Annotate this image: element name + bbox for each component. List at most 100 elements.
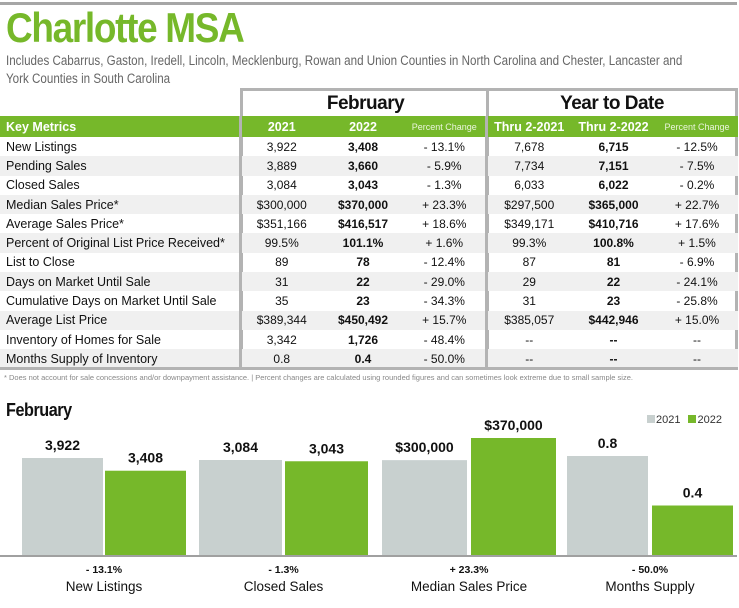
table-row: Average Sales Price* $351,166 $416,517 + 18… — [0, 214, 738, 234]
cell-feb-2022: 3,660 — [322, 156, 404, 176]
metric-name: List to Close — [6, 255, 75, 270]
footnote: * Does not account for sale concessions … — [4, 373, 633, 382]
col-header-ytd-2022: Thru 2-2022 — [571, 116, 656, 137]
cell-feb-percent-change: - 5.9% — [404, 156, 486, 176]
bar-value-label: $370,000 — [484, 417, 543, 433]
bar-2021-months-supply — [567, 456, 648, 555]
cell-ytd-percent-change: + 22.7% — [656, 194, 738, 215]
cell-ytd-2022: 6,715 — [598, 139, 629, 154]
cell-feb-2022: $370,000 — [322, 194, 404, 215]
percent-change-label: - 13.1% — [86, 564, 123, 576]
table-bottom-rule — [0, 367, 738, 370]
bar-2022-new-listings — [105, 470, 186, 555]
cell-ytd-percent-change: + 17.6% — [674, 216, 720, 231]
table-row: Inventory of Homes for Sale 3,342 1,726 - 4… — [0, 329, 738, 350]
cell-ytd-percent-change: - 24.1% — [656, 272, 738, 292]
cell-feb-percent-change: - 13.1% — [423, 139, 465, 154]
cell-feb-2022: 3,408 — [347, 139, 379, 154]
cell-feb-2022: 3,043 — [347, 178, 379, 193]
cell-feb-2022: 22 — [322, 272, 404, 292]
cell-ytd-2022: $365,000 — [571, 194, 656, 215]
cell-ytd-2022: -- — [609, 332, 618, 347]
bar-2021-new-listings — [22, 458, 103, 555]
cell-ytd-percent-change: - 6.9% — [679, 255, 715, 270]
cell-feb-2021: 31 — [238, 272, 322, 292]
cell-feb-2022: 23 — [356, 294, 370, 309]
cell-ytd-2022: 6,022 — [598, 178, 629, 193]
cell-ytd-2021: 87 — [484, 252, 571, 273]
cell-ytd-percent-change: -- — [656, 349, 738, 369]
cell-feb-percent-change: - 34.3% — [423, 294, 465, 309]
bar-2022-months-supply — [652, 505, 733, 555]
metric-name: Median Sales Price* — [0, 194, 240, 215]
metric-name: Average Sales Price* — [6, 216, 124, 231]
col-header-feb-2022: 2022 — [322, 116, 404, 137]
cell-ytd-percent-change: - 12.5% — [676, 139, 718, 154]
x-axis-baseline — [0, 555, 737, 557]
bar-value-label: 0.4 — [683, 485, 703, 501]
table-row: Percent of Original List Price Received*… — [0, 233, 738, 253]
metric-name: Average List Price — [0, 310, 240, 330]
category-label: New Listings — [66, 579, 143, 594]
cell-ytd-2021: 31 — [484, 291, 571, 311]
table-row: Median Sales Price* $300,000 $370,000 + 23.… — [0, 194, 738, 215]
top-rule — [0, 2, 737, 5]
bar-2022-closed-sales — [285, 461, 368, 555]
cell-ytd-2021: $349,171 — [484, 214, 571, 234]
cell-ytd-2022: 23 — [606, 294, 621, 309]
metric-name: Percent of Original List Price Received* — [0, 233, 240, 253]
legend-label-2021: 2021 — [656, 414, 681, 426]
cell-feb-2021: 99.5% — [238, 233, 322, 253]
table-row: Average List Price $389,344 $450,492 + 15.7… — [0, 310, 738, 330]
cell-feb-2022: 0.4 — [322, 349, 404, 369]
cell-feb-2022: 1,726 — [347, 332, 379, 347]
metric-name: Inventory of Homes for Sale — [6, 332, 161, 347]
col-header-feb-2021: 2021 — [238, 116, 322, 137]
cell-feb-percent-change: - 1.3% — [426, 178, 462, 193]
legend-swatch-2021 — [647, 415, 655, 423]
cell-feb-2021: 89 — [238, 252, 322, 273]
chart-legend: 2021 2022 — [647, 414, 722, 426]
cell-feb-2021: 35 — [238, 291, 322, 311]
col-header-feb-percent-change: Percent Change — [404, 116, 486, 137]
table-row: New Listings 3,922 3,408 - 13.1% 7,678 6,715 -… — [0, 137, 738, 157]
section-title-february: February — [326, 93, 405, 114]
section-title-ytd: Year to Date — [560, 93, 664, 114]
legend-label-2022: 2022 — [697, 414, 722, 426]
cell-ytd-percent-change: + 1.5% — [656, 233, 738, 253]
cell-feb-2021: 0.8 — [238, 349, 322, 369]
legend-item-2021: 2021 — [647, 414, 680, 426]
bar-value-label: 3,922 — [45, 437, 80, 453]
cell-ytd-percent-change: - 0.2% — [679, 178, 715, 193]
table-row: Months Supply of Inventory 0.8 0.4- 50.0% -… — [0, 349, 738, 369]
cell-ytd-2021: 29 — [484, 272, 571, 292]
key-metrics-table: Key Metrics 2021 2022 Percent Change Thr… — [0, 116, 739, 369]
page-subtitle: Includes Cabarrus, Gaston, Iredell, Linc… — [6, 53, 683, 86]
cell-ytd-percent-change: -- — [693, 332, 701, 347]
cell-ytd-2021: -- — [484, 329, 571, 350]
table-row: Days on Market Until Sale 31 22- 29.0% 29 22… — [0, 272, 738, 292]
col-header-ytd-percent-change: Percent Change — [656, 116, 738, 137]
cell-ytd-2022: $410,716 — [588, 216, 639, 231]
metric-name: Pending Sales — [0, 156, 240, 176]
metric-name: Closed Sales — [6, 178, 80, 193]
col-header-ytd-2021: Thru 2-2021 — [484, 116, 571, 137]
cell-ytd-2022: 100.8% — [571, 233, 656, 253]
cell-ytd-2022: 22 — [571, 272, 656, 292]
cell-feb-percent-change: - 29.0% — [404, 272, 486, 292]
table-row: List to Close 89 78 - 12.4% 87 81 - 6.9% — [0, 252, 738, 273]
cell-feb-percent-change: + 23.3% — [404, 194, 486, 215]
category-label: Closed Sales — [244, 579, 324, 594]
cell-feb-percent-change: + 1.6% — [404, 233, 486, 253]
cell-ytd-2021: 7,734 — [484, 156, 571, 176]
cell-feb-2022: $450,492 — [322, 310, 404, 330]
cell-feb-percent-change: + 18.6% — [422, 216, 467, 231]
cell-feb-2022: 101.1% — [322, 233, 404, 253]
category-label: Median Sales Price — [411, 579, 527, 594]
metric-name: Days on Market Until Sale — [0, 272, 240, 292]
cell-feb-percent-change: - 48.4% — [423, 332, 465, 347]
cell-ytd-2021: -- — [484, 349, 571, 369]
bar-2022-median-sales-price — [471, 438, 556, 555]
february-bar-chart: 3,922 3,408 - 13.1% New Listings 3,084 3,043 -… — [0, 417, 737, 594]
bar-2021-closed-sales — [199, 460, 282, 555]
